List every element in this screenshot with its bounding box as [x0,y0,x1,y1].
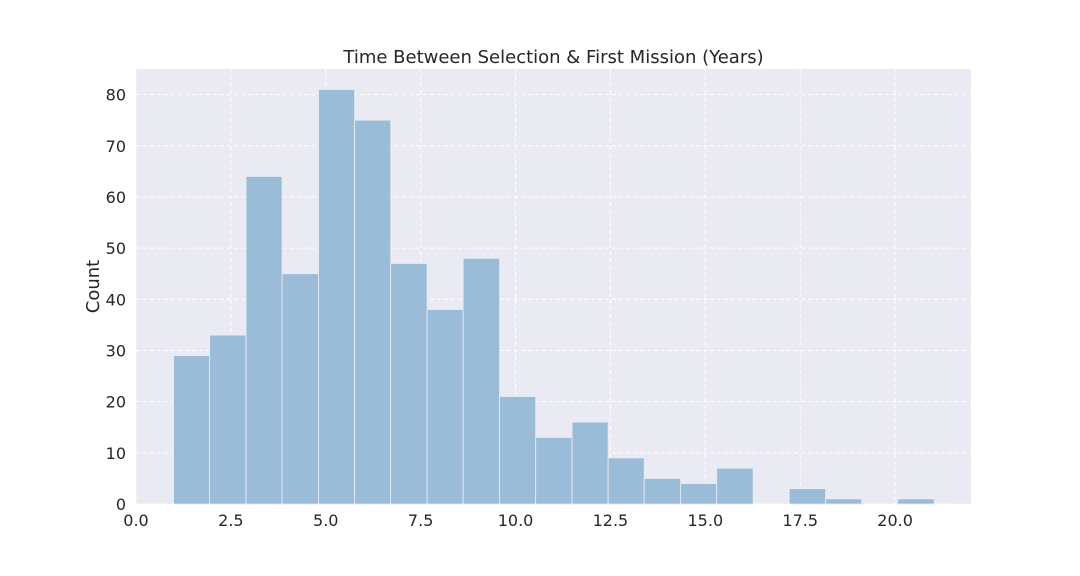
bars [173,89,935,505]
histogram-bar-12 [607,457,645,505]
x-tick-label-6: 15.0 [688,511,724,530]
histogram-bar-17 [788,488,827,505]
y-tick-label-2: 20 [106,393,126,412]
y-tick-label-6: 60 [106,188,126,207]
histogram-bar-3 [281,273,319,505]
histogram-bar-15 [716,467,754,505]
histogram-bar-13 [643,478,682,505]
y-tick-label-4: 40 [106,290,126,309]
y-tick-label-3: 30 [106,341,126,360]
x-tick-label-8: 20.0 [877,511,913,530]
histogram-bar-1 [209,334,247,505]
x-tick-label-0: 0.0 [123,511,148,530]
histogram-bar-6 [390,263,428,505]
y-tick-label-0: 0 [116,495,126,514]
histogram-bar-2 [245,176,283,505]
histogram-bar-20 [897,498,935,505]
x-tick-label-2: 5.0 [313,511,338,530]
histogram-bar-9 [499,396,537,505]
y-tick-label-7: 70 [106,137,126,156]
x-tick-label-3: 7.5 [408,511,433,530]
x-tick-label-7: 17.5 [782,511,818,530]
chart-title: Time Between Selection & First Mission (… [342,47,763,68]
y-tick-label-5: 50 [106,239,126,258]
histogram-bar-5 [354,119,392,505]
y-axis-title: Count [83,260,104,313]
histogram-bar-18 [825,498,863,505]
histogram-bar-10 [535,437,573,505]
y-axis-ticks: 0 10 20 30 40 50 60 70 80 [106,86,126,514]
y-tick-label-1: 10 [106,444,126,463]
y-tick-label-8: 80 [106,86,126,105]
x-tick-label-4: 10.0 [498,511,534,530]
histogram-bar-11 [571,421,609,505]
x-tick-label-5: 12.5 [593,511,629,530]
histogram-bar-14 [680,483,718,505]
histogram-bar-0 [173,355,211,505]
x-axis-ticks: 0.0 2.5 5.0 7.5 10.0 12.5 15.0 17.5 20.0 [123,511,913,530]
histogram-bar-8 [462,257,501,505]
histogram-bar-4 [318,89,356,505]
x-tick-label-1: 2.5 [218,511,243,530]
histogram-bar-7 [426,309,464,505]
